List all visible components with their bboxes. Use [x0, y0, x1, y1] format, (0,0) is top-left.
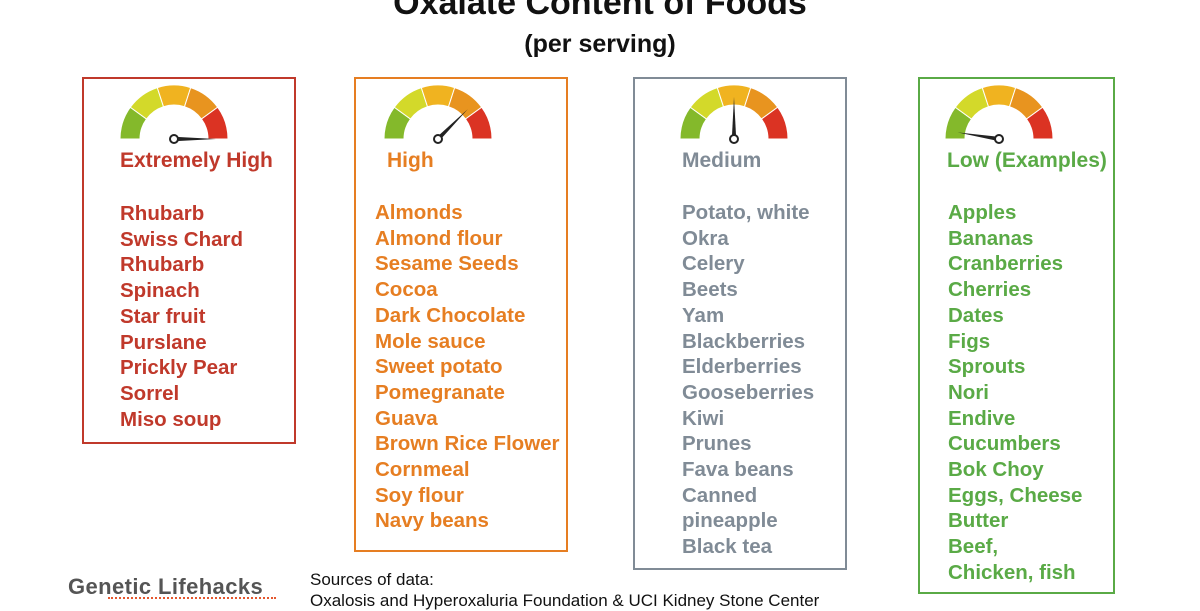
- food-item: Soy flour: [375, 483, 464, 507]
- food-item: Sorrel: [120, 381, 180, 405]
- brand-logo: Genetic Lifehacks: [68, 574, 264, 599]
- card-high: High Almonds Almond flour Sesame Seeds Coco…: [354, 77, 568, 552]
- food-item: Prickly Pear: [120, 356, 238, 380]
- food-item: pineapple: [682, 509, 778, 533]
- food-list: Apples Bananas Cranberries Cherries Dates Fig…: [948, 200, 1082, 586]
- food-item: Celery: [682, 252, 745, 276]
- food-item: Canned: [682, 483, 758, 507]
- card-medium: Medium Potato, white Okra Celery Beets Yam Bl…: [633, 77, 847, 570]
- gauge-needle: [957, 132, 1000, 142]
- food-item: Sweet potato: [375, 355, 503, 379]
- gauge-needle: [731, 97, 737, 139]
- food-item: Purslane: [120, 330, 207, 354]
- food-item: Yam: [682, 303, 725, 327]
- food-item: Beets: [682, 278, 738, 302]
- food-item: Nori: [948, 380, 989, 404]
- food-list: Almonds Almond flour Sesame Seeds Cocoa Dark…: [375, 200, 560, 534]
- food-item: Beef,: [948, 535, 999, 559]
- food-list: Potato, white Okra Celery Beets Yam Blackberr…: [682, 200, 814, 560]
- food-item: Guava: [375, 406, 438, 430]
- food-item: Cucumbers: [948, 432, 1061, 456]
- food-item: Elderberries: [682, 355, 802, 379]
- gauge-hub: [433, 134, 443, 144]
- card-low: Low (Examples) Apples Bananas Cranberries C…: [918, 77, 1115, 594]
- food-item: Chicken, fish: [948, 560, 1076, 584]
- category-label: Low (Examples): [947, 149, 1107, 172]
- food-item: Butter: [948, 509, 1009, 533]
- page-title: Oxalate Content of Foods: [393, 0, 807, 22]
- sources-label: Sources of data:: [310, 570, 434, 589]
- brand-underline: [108, 597, 276, 599]
- gauge-segment: [464, 106, 493, 140]
- category-label: Extremely High: [120, 149, 273, 172]
- food-item: Endive: [948, 406, 1016, 430]
- food-item: Kiwi: [682, 406, 725, 430]
- gauge-icon: [384, 84, 493, 144]
- food-item: Rhubarb: [120, 202, 205, 225]
- food-item: Figs: [948, 329, 991, 353]
- gauge-icon: [120, 84, 229, 144]
- card-extremely-high: Extremely High Rhubarb Swiss Chard Rhubarb…: [82, 77, 296, 444]
- gauge-segment: [760, 106, 789, 140]
- food-item: Cocoa: [375, 278, 438, 302]
- food-item: Mole sauce: [375, 329, 486, 353]
- food-item: Gooseberries: [682, 380, 815, 404]
- gauge-icon: [945, 84, 1054, 144]
- food-item: Spinach: [120, 279, 200, 303]
- food-item: Cherries: [948, 278, 1032, 302]
- food-item: Navy beans: [375, 509, 489, 533]
- food-item: Swiss Chard: [120, 227, 244, 251]
- food-item: Blackberries: [682, 329, 806, 353]
- food-item: Fava beans: [682, 458, 794, 482]
- food-list: Rhubarb Swiss Chard Rhubarb Spinach Star fru…: [120, 201, 243, 432]
- gauge-hub: [729, 134, 739, 144]
- food-item: Almond flour: [375, 226, 503, 250]
- gauge-needle: [174, 136, 216, 142]
- category-label: Medium: [682, 149, 762, 172]
- food-item: Sprouts: [948, 355, 1026, 379]
- gauge-hub: [994, 134, 1004, 144]
- food-item: Brown Rice Flower: [375, 432, 560, 456]
- gauge-hub: [169, 134, 179, 144]
- gauge-needle: [436, 109, 468, 141]
- food-item: Pomegranate: [375, 380, 505, 404]
- gauge-icon: [680, 84, 789, 144]
- food-item: Sesame Seeds: [375, 252, 519, 276]
- food-item: Miso soup: [120, 407, 222, 431]
- food-item: Cornmeal: [375, 458, 470, 482]
- food-item: Apples: [948, 201, 1017, 224]
- food-item: Cranberries: [948, 252, 1064, 276]
- food-item: Almonds: [375, 201, 463, 224]
- food-item: Prunes: [682, 432, 752, 456]
- food-item: Bok Choy: [948, 458, 1044, 482]
- food-item: Bananas: [948, 226, 1034, 250]
- food-item: Dark Chocolate: [375, 303, 526, 327]
- page-subtitle: (per serving): [524, 30, 676, 58]
- gauge-segment: [200, 106, 229, 140]
- food-item: Dates: [948, 303, 1004, 327]
- food-item: Black tea: [682, 535, 773, 559]
- sources-text: Oxalosis and Hyperoxaluria Foundation & …: [310, 591, 820, 610]
- food-item: Eggs, Cheese: [948, 483, 1083, 507]
- category-label: High: [387, 149, 434, 172]
- food-item: Potato, white: [682, 201, 810, 224]
- food-item: Okra: [682, 226, 729, 250]
- food-item: Rhubarb: [120, 253, 205, 277]
- gauge-segment: [1025, 106, 1054, 140]
- food-item: Star fruit: [120, 304, 206, 328]
